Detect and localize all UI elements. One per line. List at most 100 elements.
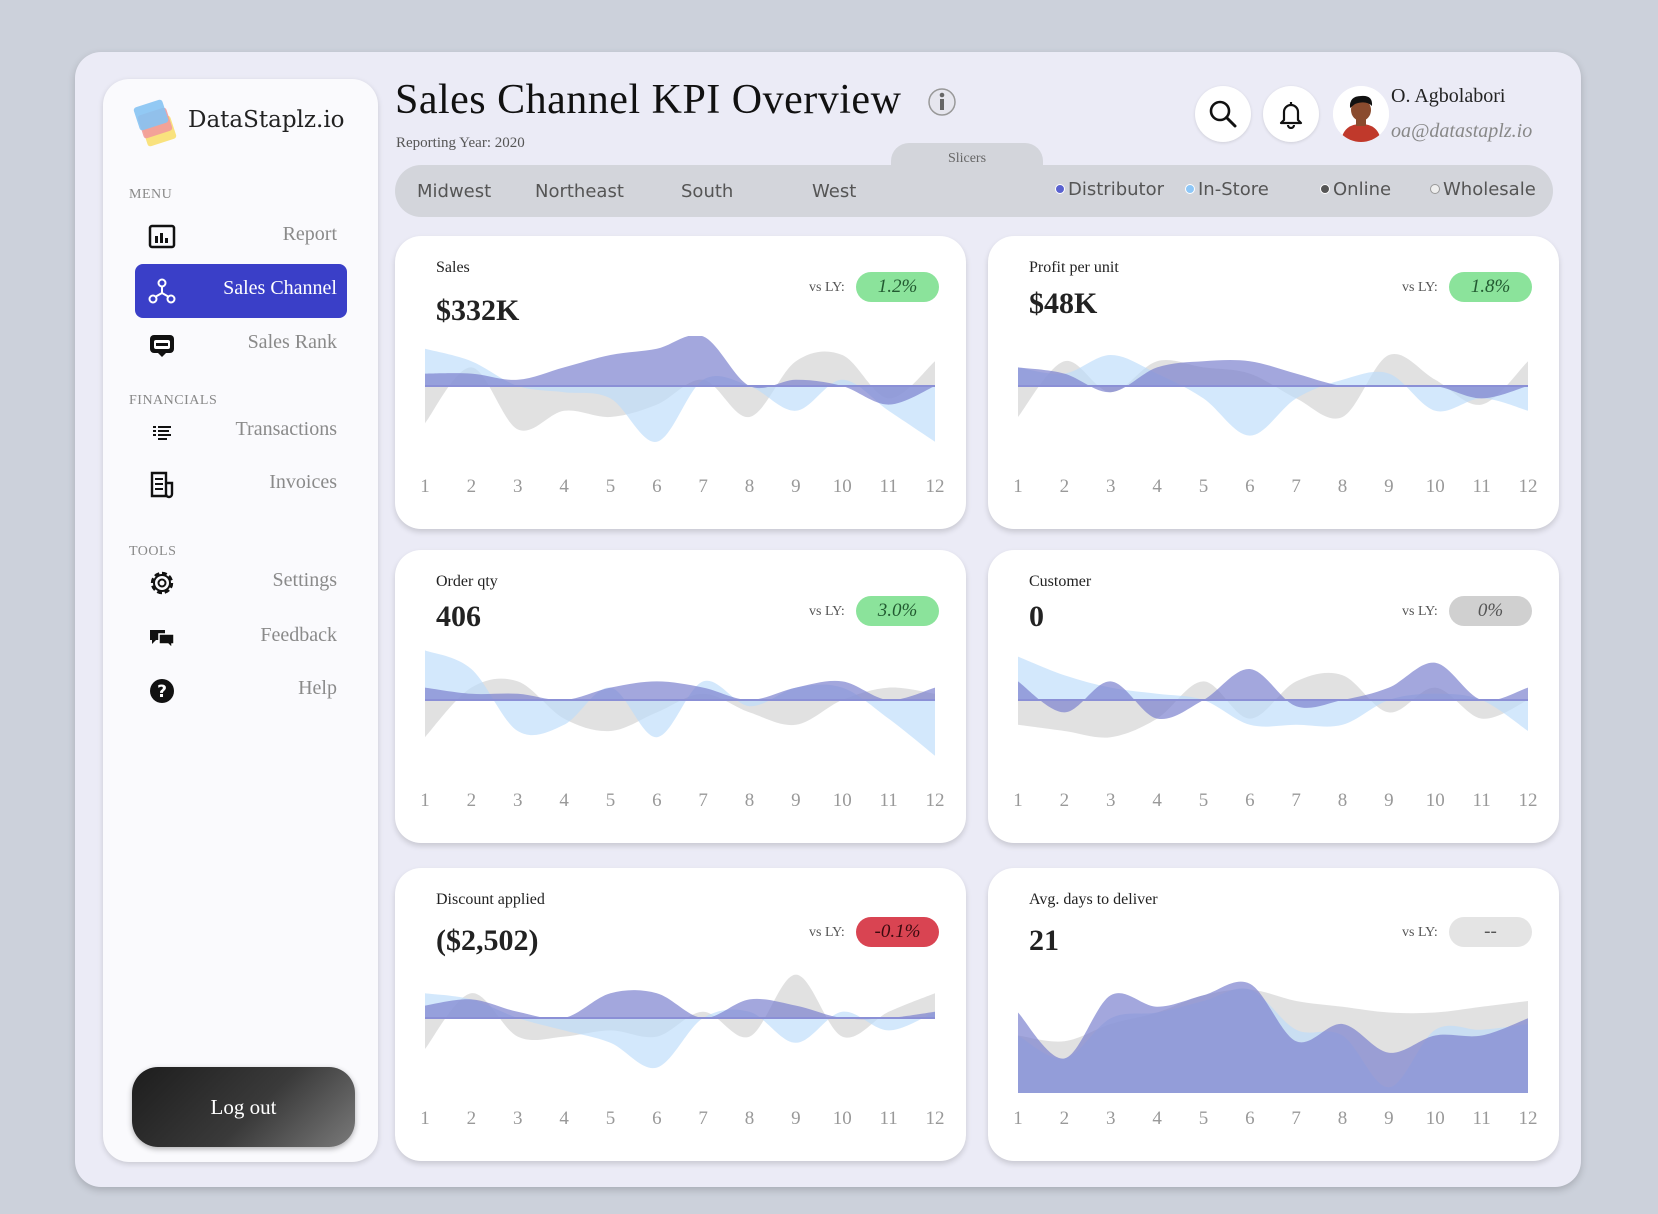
series-area-wholesale [425,974,935,1049]
series-area-wholesale [425,351,935,431]
sidebar-item-label: Feedback [260,624,337,646]
series-area-distributor [425,336,935,405]
x-tick-label: 5 [1198,790,1209,811]
channel-label: Distributor [1068,179,1165,200]
kpi-value: 406 [436,600,481,633]
avatar[interactable] [1333,86,1389,142]
info-icon[interactable] [927,87,957,117]
series-area-in-store [425,993,935,1069]
kpi-title: Sales [436,259,470,276]
region-midwest[interactable]: Midwest [417,181,492,202]
x-tick-label: 12 [1518,790,1538,811]
channel-wholesale[interactable]: Wholesale [1430,179,1536,200]
x-axis-labels: 1 2 3 4 5 6 7 8 9 10 11 12 [1013,1108,1537,1130]
sidebar-item-label: Help [298,677,337,699]
sidebar-item-invoices[interactable]: Invoices [135,458,347,512]
x-axis-labels: 1 2 3 4 5 6 7 8 9 10 11 12 [420,476,944,498]
notifications-button[interactable] [1263,86,1319,142]
x-tick-label: 2 [1059,476,1070,497]
x-tick-label: 9 [1384,790,1394,811]
kpi-title: Order qty [436,573,498,590]
x-tick-label: 9 [791,1108,801,1129]
x-tick-label: 5 [605,1108,616,1129]
x-tick-label: 12 [925,476,945,497]
x-tick-label: 7 [698,1108,708,1129]
kpi-title: Avg. days to deliver [1029,891,1158,908]
series-area-distributor [1018,360,1528,399]
vs-ly-label: vs LY: [809,925,845,940]
kpi-card-customer: Customer 0 vs LY: 0% 1 2 3 4 5 6 7 8 9 10 11 12 [988,550,1559,843]
tools-section-label: TOOLS [129,544,177,559]
series-area-wholesale [1018,672,1528,738]
sidebar-item-help[interactable]: ? Help [135,664,347,718]
x-tick-label: 4 [1152,790,1162,811]
x-tick-label: 1 [1013,476,1023,497]
user-name: O. Agbolabori [1391,85,1506,107]
series-area-distributor [425,680,935,701]
channel-in-store[interactable]: In-Store [1185,179,1269,200]
kpi-area-chart [425,650,935,756]
gear-icon [150,571,174,595]
x-tick-label: 8 [1337,790,1348,811]
region-west[interactable]: West [812,181,857,202]
x-tick-label: 11 [879,790,898,811]
kpi-title: Discount applied [436,891,545,908]
x-tick-label: 5 [1198,476,1209,497]
kpi-value: $48K [1029,287,1098,320]
change-badge: -0.1% [856,917,939,947]
search-button[interactable] [1195,86,1251,142]
sidebar-item-feedback[interactable]: Feedback [135,611,347,665]
page-title: Sales Channel KPI Overview [395,77,902,123]
x-tick-label: 6 [652,790,662,811]
logout-label: Log out [210,1095,277,1119]
sidebar-item-settings[interactable]: Settings [135,556,347,610]
x-tick-label: 10 [1425,790,1445,811]
kpi-value: $332K [436,294,520,327]
channel-distributor[interactable]: Distributor [1055,179,1164,200]
x-tick-label: 10 [1425,476,1445,497]
sidebar-item-transactions[interactable]: Transactions [135,405,347,459]
region-northeast[interactable]: Northeast [535,181,624,202]
svg-text:?: ? [157,682,167,702]
app-window: DataStaplz.io MENU Report Sales Channel … [75,52,1581,1187]
chat-icon [150,630,175,650]
sidebar-item-sales-rank[interactable]: Sales Rank [135,318,347,372]
kpi-title: Profit per unit [1029,259,1119,276]
kpi-card-discount-applied: Discount applied ($2,502) vs LY: -0.1% 1… [395,868,966,1161]
sidebar-item-report[interactable]: Report [135,210,347,264]
x-tick-label: 8 [744,476,755,497]
x-tick-label: 8 [744,1108,755,1129]
sidebar-item-sales-channel[interactable]: Sales Channel [135,264,347,318]
logout-button[interactable]: Log out [132,1067,355,1147]
kpi-title: Customer [1029,573,1092,590]
user-avatar-image [1333,86,1389,142]
sidebar-item-label: Transactions [235,418,337,440]
x-tick-label: 6 [1245,790,1255,811]
sidebar-item-label: Report [282,223,337,245]
x-tick-label: 2 [466,1108,477,1129]
online-dot [1320,184,1330,194]
x-tick-label: 9 [791,476,801,497]
x-tick-label: 5 [605,476,616,497]
vs-ly-label: vs LY: [1402,925,1438,940]
change-badge: -- [1449,917,1532,947]
sidebar-item-label: Settings [272,569,337,591]
x-tick-label: 6 [1245,476,1255,497]
invoice-icon [150,471,174,499]
kpi-value: 21 [1029,924,1059,957]
change-badge: 3.0% [856,596,939,626]
x-tick-label: 7 [698,476,708,497]
kpi-area-chart [425,336,935,442]
x-tick-label: 6 [1245,1108,1255,1129]
channel-online[interactable]: Online [1320,179,1391,200]
x-tick-label: 10 [832,476,852,497]
x-tick-label: 1 [420,476,430,497]
region-south[interactable]: South [681,181,734,202]
x-tick-label: 9 [791,790,801,811]
x-tick-label: 8 [744,790,755,811]
x-tick-label: 10 [1425,1108,1445,1129]
series-area-in-store [425,650,935,756]
change-badge: 1.2% [856,272,939,302]
x-tick-label: 12 [925,790,945,811]
